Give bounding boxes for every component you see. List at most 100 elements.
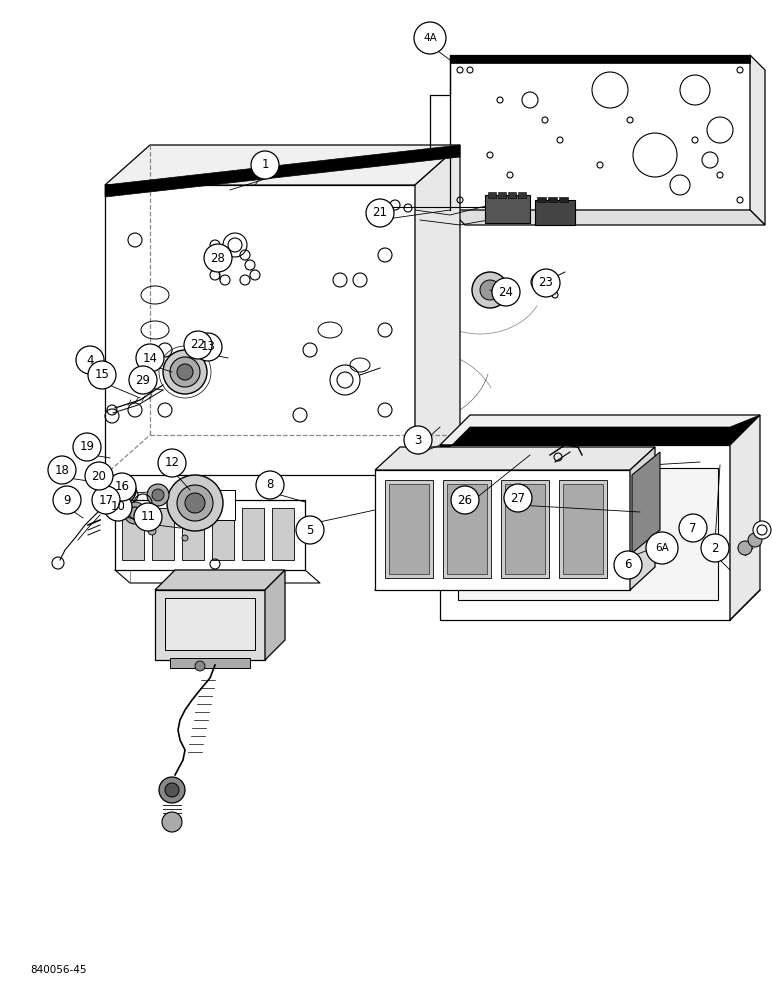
- Circle shape: [748, 533, 762, 547]
- Circle shape: [366, 199, 394, 227]
- Text: 28: 28: [211, 251, 225, 264]
- Bar: [122, 508, 144, 560]
- Polygon shape: [265, 570, 285, 660]
- Circle shape: [167, 475, 223, 531]
- Polygon shape: [375, 447, 655, 470]
- Text: 4: 4: [86, 354, 93, 366]
- Bar: [212, 508, 234, 560]
- Circle shape: [451, 486, 479, 514]
- Bar: [559, 480, 607, 578]
- Circle shape: [92, 486, 120, 514]
- Circle shape: [88, 361, 116, 389]
- Circle shape: [108, 473, 136, 501]
- Circle shape: [73, 433, 101, 461]
- Bar: [152, 508, 174, 560]
- Circle shape: [152, 489, 164, 501]
- Text: 18: 18: [55, 464, 69, 477]
- Polygon shape: [415, 145, 460, 475]
- Text: 26: 26: [458, 493, 472, 506]
- Text: 8: 8: [266, 479, 274, 491]
- Polygon shape: [440, 445, 730, 620]
- Circle shape: [492, 278, 520, 306]
- Bar: [488, 192, 496, 198]
- Circle shape: [251, 151, 279, 179]
- Text: 24: 24: [499, 286, 513, 298]
- Circle shape: [404, 426, 432, 454]
- Bar: [182, 508, 204, 560]
- Circle shape: [753, 521, 771, 539]
- Circle shape: [165, 783, 179, 797]
- Bar: [443, 480, 491, 578]
- Circle shape: [129, 366, 157, 394]
- Circle shape: [646, 532, 678, 564]
- Circle shape: [532, 269, 560, 297]
- Polygon shape: [750, 55, 765, 225]
- Polygon shape: [440, 415, 760, 445]
- Polygon shape: [450, 55, 750, 210]
- Polygon shape: [105, 185, 415, 475]
- Polygon shape: [440, 415, 760, 457]
- Bar: [518, 192, 526, 198]
- Bar: [501, 480, 549, 578]
- Circle shape: [104, 493, 132, 521]
- Text: 12: 12: [164, 456, 180, 470]
- Polygon shape: [375, 470, 630, 590]
- Circle shape: [679, 514, 707, 542]
- Circle shape: [108, 476, 136, 504]
- Circle shape: [76, 346, 104, 374]
- Bar: [485, 195, 530, 223]
- Circle shape: [136, 344, 164, 372]
- Polygon shape: [458, 468, 718, 600]
- Text: 840056-45: 840056-45: [30, 965, 86, 975]
- Polygon shape: [730, 415, 760, 620]
- Text: 20: 20: [92, 470, 107, 483]
- Text: 17: 17: [99, 493, 113, 506]
- Bar: [508, 192, 516, 198]
- Circle shape: [182, 535, 188, 541]
- Bar: [559, 197, 568, 202]
- Text: 6: 6: [625, 558, 631, 572]
- Text: 19: 19: [80, 440, 94, 454]
- Circle shape: [124, 502, 146, 524]
- Circle shape: [48, 456, 76, 484]
- Polygon shape: [115, 500, 305, 570]
- Polygon shape: [450, 210, 765, 225]
- Text: 27: 27: [510, 491, 526, 504]
- Bar: [170, 658, 250, 668]
- Text: 2: 2: [711, 542, 719, 554]
- Text: 7: 7: [689, 522, 697, 534]
- Text: 3: 3: [415, 434, 422, 446]
- Text: 1: 1: [261, 158, 269, 172]
- Text: 23: 23: [539, 276, 554, 290]
- Circle shape: [162, 812, 182, 832]
- Circle shape: [194, 333, 222, 361]
- Text: 4A: 4A: [423, 33, 437, 43]
- Circle shape: [296, 516, 324, 544]
- Polygon shape: [632, 452, 660, 553]
- Circle shape: [170, 357, 200, 387]
- Circle shape: [185, 493, 205, 513]
- Circle shape: [134, 503, 162, 531]
- Circle shape: [204, 244, 232, 272]
- Circle shape: [256, 471, 284, 499]
- Bar: [195, 490, 235, 520]
- Polygon shape: [155, 590, 265, 660]
- Polygon shape: [155, 570, 285, 590]
- Text: 29: 29: [136, 373, 151, 386]
- Circle shape: [177, 485, 213, 521]
- Circle shape: [53, 486, 81, 514]
- Circle shape: [163, 350, 207, 394]
- Circle shape: [701, 534, 729, 562]
- Circle shape: [480, 280, 500, 300]
- Circle shape: [614, 551, 642, 579]
- Circle shape: [414, 22, 446, 54]
- Bar: [563, 484, 603, 574]
- Bar: [165, 598, 255, 650]
- Text: 15: 15: [94, 368, 110, 381]
- Circle shape: [472, 272, 508, 308]
- Circle shape: [159, 777, 185, 803]
- Circle shape: [738, 541, 752, 555]
- Bar: [505, 484, 545, 574]
- Circle shape: [504, 484, 532, 512]
- Text: 16: 16: [114, 481, 130, 493]
